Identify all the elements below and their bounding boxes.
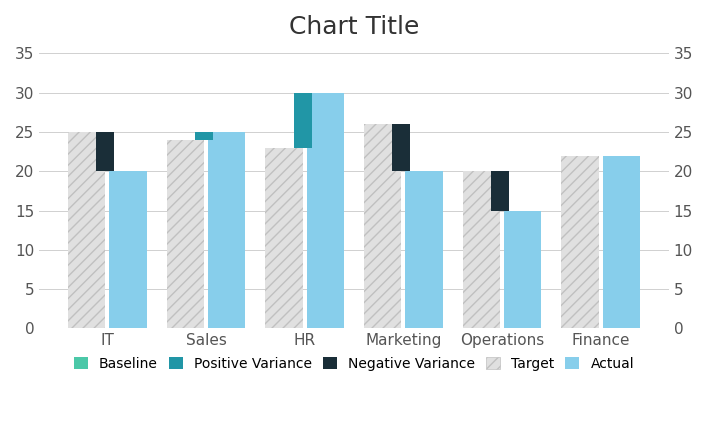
- Bar: [208, 132, 246, 328]
- Title: Chart Title: Chart Title: [289, 15, 419, 39]
- Bar: [109, 171, 147, 328]
- Bar: [195, 132, 213, 140]
- Bar: [266, 148, 303, 328]
- Bar: [96, 132, 114, 171]
- Bar: [462, 171, 500, 328]
- Bar: [392, 124, 410, 171]
- Legend: Baseline, Positive Variance, Negative Variance, Target, Actual: Baseline, Positive Variance, Negative Va…: [69, 351, 639, 376]
- Bar: [561, 155, 599, 328]
- Bar: [405, 171, 442, 328]
- Bar: [68, 132, 105, 328]
- Bar: [504, 211, 542, 328]
- Bar: [294, 93, 312, 148]
- Bar: [307, 93, 344, 328]
- Bar: [166, 140, 204, 328]
- Bar: [491, 171, 509, 211]
- Bar: [364, 124, 401, 328]
- Bar: [603, 155, 640, 328]
